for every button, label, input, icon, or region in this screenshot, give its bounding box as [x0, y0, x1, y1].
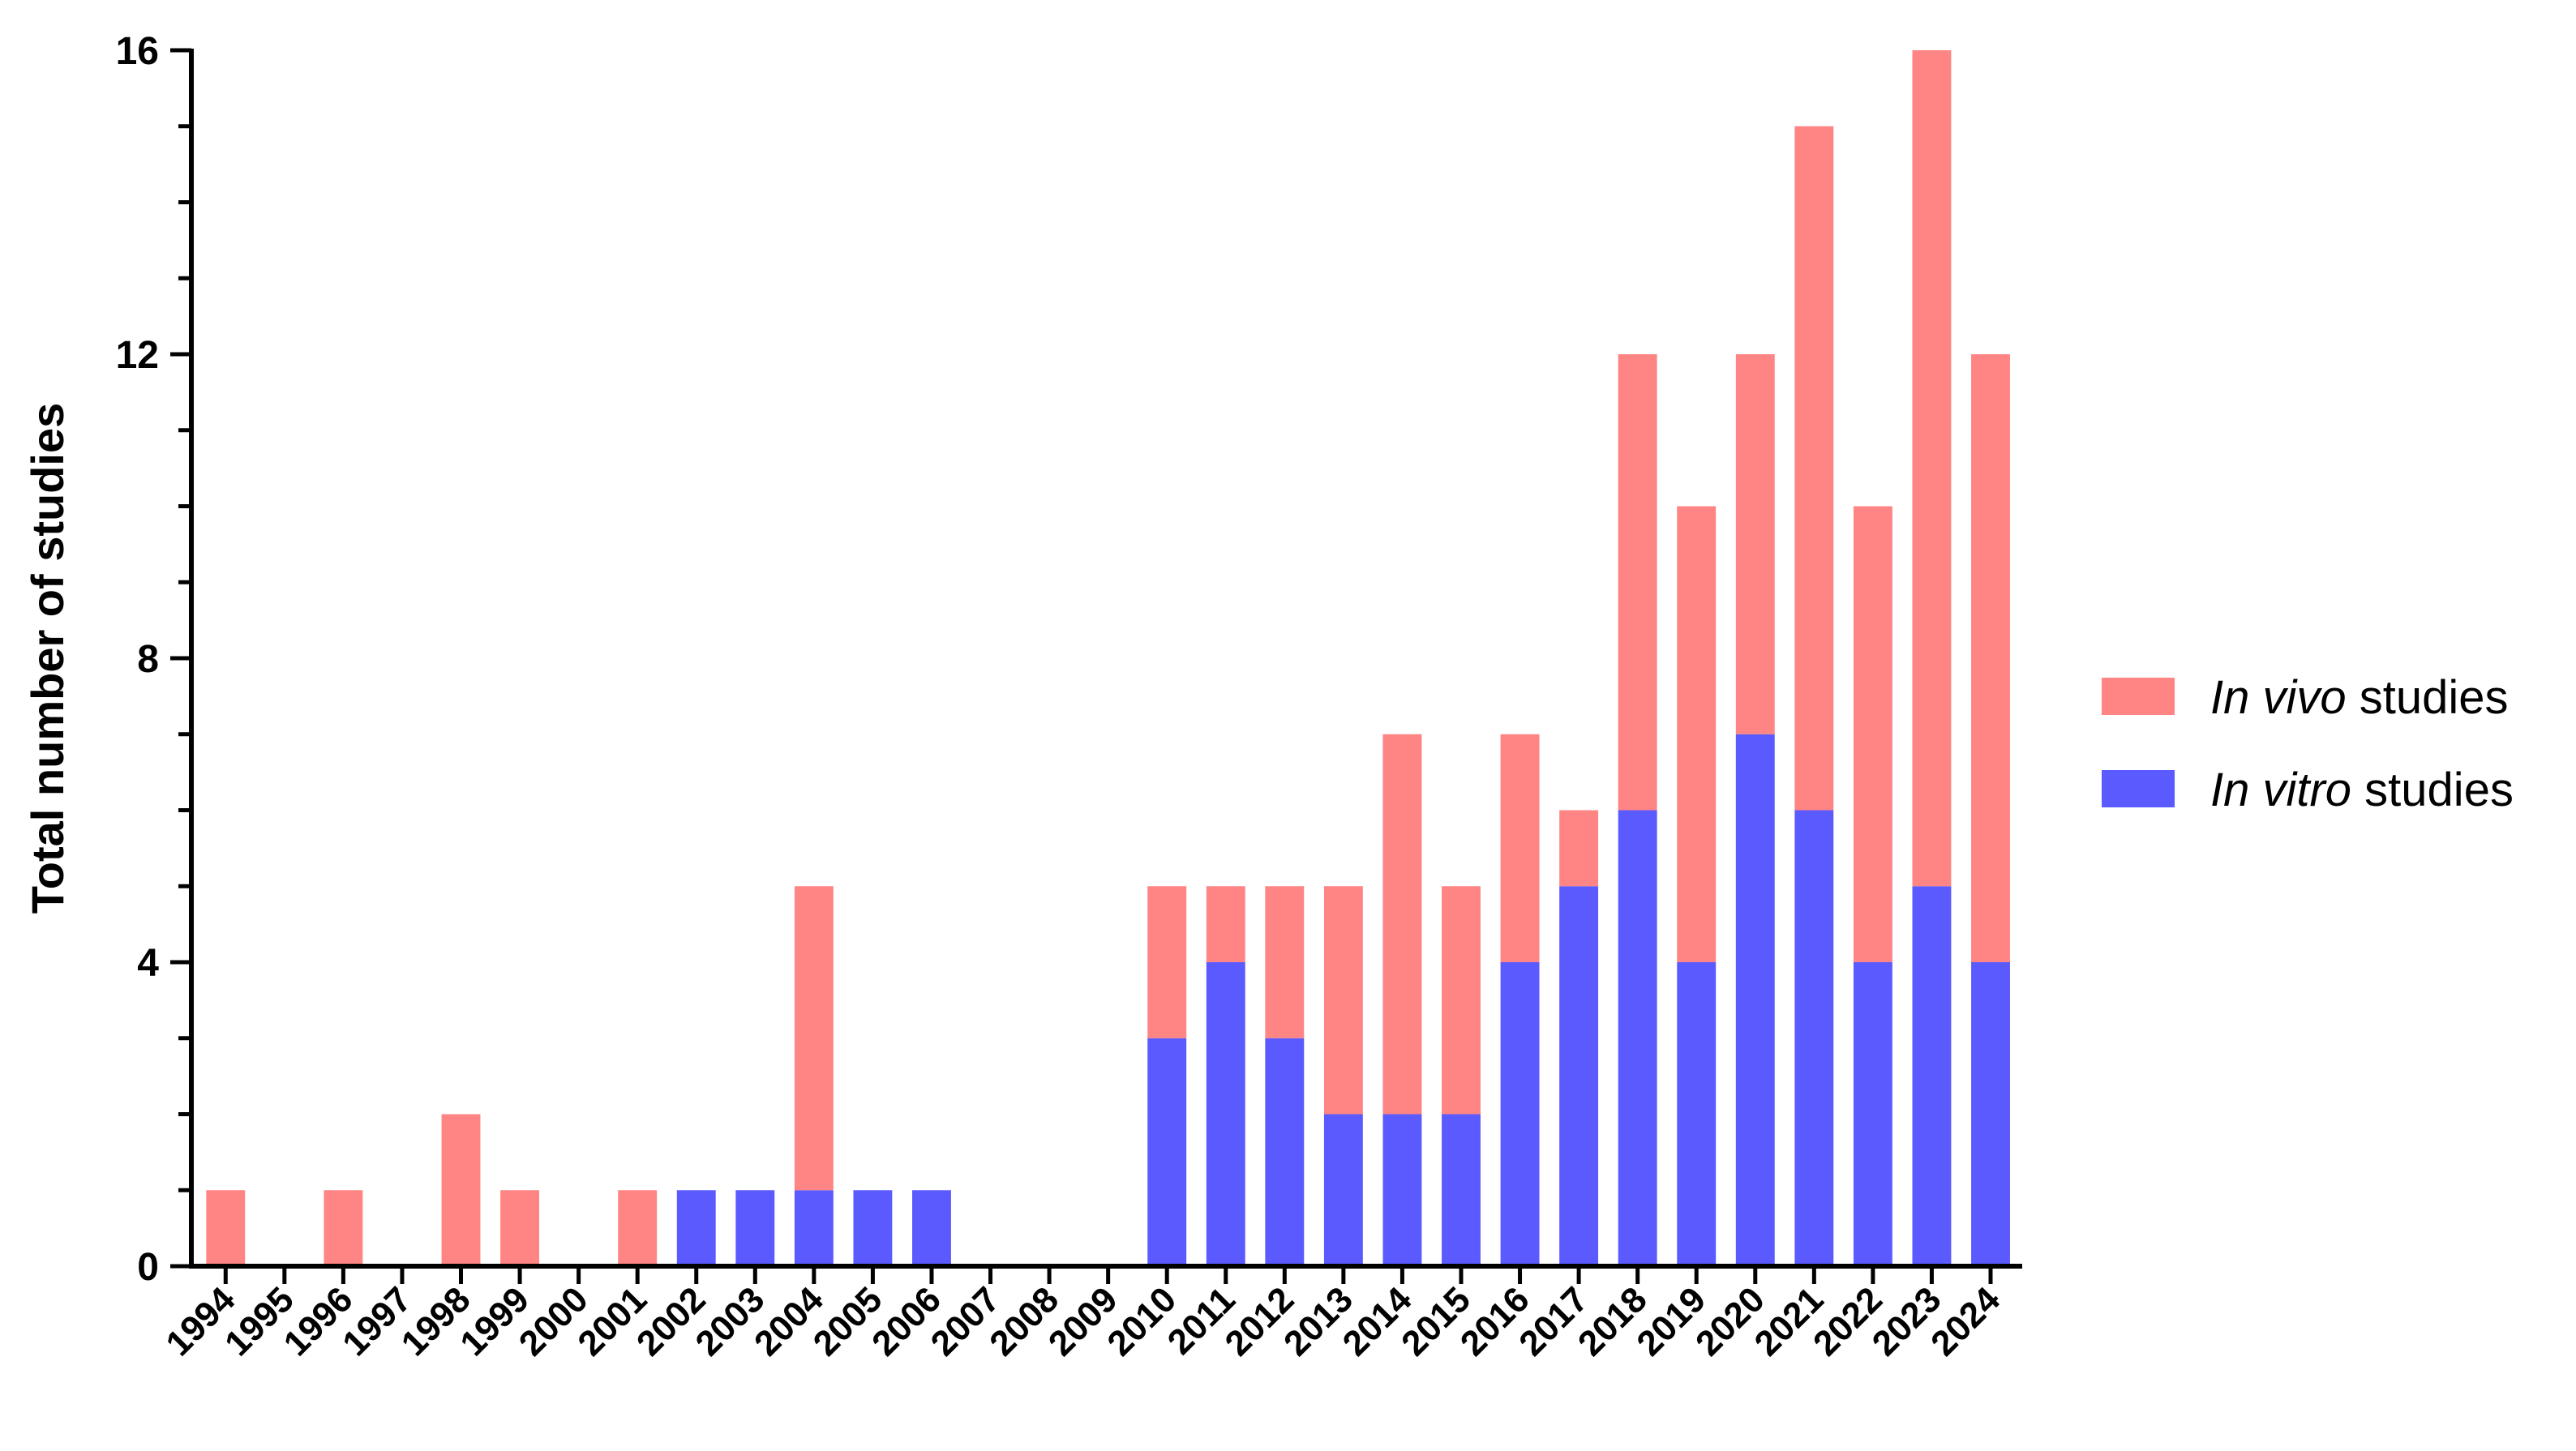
x-tick-label-2014: 2014: [1335, 1279, 1420, 1363]
x-tick-label-2022: 2022: [1806, 1279, 1890, 1363]
bar-in-vivo-1998: [441, 1114, 481, 1266]
legend-label-rest: studies: [2347, 671, 2509, 724]
bars-layer: [206, 50, 2010, 1266]
x-tick-label-1998: 1998: [394, 1279, 478, 1363]
bar-in-vivo-2021: [1794, 126, 1834, 811]
bar-in-vivo-1994: [206, 1190, 246, 1266]
x-tick-label-2010: 2010: [1099, 1279, 1184, 1363]
legend-swatch-in-vitro-studies: [2102, 770, 2175, 807]
y-tick-label: 16: [116, 30, 159, 73]
x-tick-label-2021: 2021: [1747, 1279, 1832, 1363]
y-tick-label: 8: [137, 638, 159, 681]
bar-in-vitro-2023: [1912, 886, 1952, 1266]
bar-in-vitro-2011: [1206, 962, 1245, 1266]
bar-in-vitro-2012: [1265, 1038, 1305, 1266]
y-axis-title: Total number of studies: [22, 403, 73, 914]
x-tick-label-2024: 2024: [1923, 1279, 2008, 1363]
y-tick-label: 12: [116, 334, 159, 377]
x-tick-label-2023: 2023: [1865, 1279, 1949, 1363]
x-tick-label-1999: 1999: [452, 1279, 537, 1363]
y-tick-label: 4: [137, 942, 159, 985]
x-tick-label-2019: 2019: [1629, 1279, 1713, 1363]
bar-in-vivo-2010: [1147, 886, 1187, 1038]
bar-in-vitro-2020: [1735, 734, 1775, 1266]
bar-in-vitro-2016: [1500, 962, 1540, 1266]
x-tick-label-1997: 1997: [335, 1279, 419, 1363]
bar-in-vivo-2023: [1912, 50, 1952, 887]
x-tick-label-2020: 2020: [1688, 1279, 1772, 1363]
legend-label-rest: studies: [2351, 764, 2514, 816]
bar-in-vivo-2004: [794, 886, 834, 1191]
x-tick-label-2011: 2011: [1160, 1279, 1243, 1362]
bar-in-vitro-2013: [1323, 1114, 1363, 1266]
legend-label-in-vitro-studies: In vitro studies: [2210, 764, 2514, 816]
x-tick-label-2013: 2013: [1276, 1279, 1361, 1363]
bar-in-vitro-2021: [1794, 810, 1834, 1266]
bar-in-vitro-2017: [1559, 886, 1599, 1266]
bar-in-vivo-1996: [324, 1190, 363, 1266]
bar-in-vitro-2022: [1853, 962, 1892, 1266]
bar-in-vitro-2015: [1442, 1114, 1481, 1266]
x-tick-label-2007: 2007: [924, 1279, 1008, 1363]
y-axis: 0 4 8 12 16: [116, 30, 194, 1289]
bar-in-vitro-2006: [912, 1190, 951, 1266]
x-tick-label-2003: 2003: [688, 1279, 773, 1363]
bar-in-vivo-2020: [1735, 354, 1775, 734]
bar-in-vitro-2024: [1971, 962, 2010, 1266]
x-tick-label-2006: 2006: [864, 1279, 949, 1363]
bar-in-vitro-2014: [1382, 1114, 1422, 1266]
bar-in-vivo-2016: [1500, 734, 1540, 962]
bar-in-vitro-2002: [676, 1190, 716, 1266]
bar-in-vitro-2004: [794, 1190, 834, 1266]
bar-in-vivo-2017: [1559, 810, 1599, 887]
bar-in-vivo-2011: [1206, 886, 1245, 962]
bar-in-vivo-2015: [1442, 886, 1481, 1115]
legend-label-italic: In vitro: [2210, 764, 2351, 816]
bar-in-vivo-2019: [1677, 506, 1717, 962]
bar-in-vivo-2022: [1853, 506, 1892, 962]
x-tick-label-2015: 2015: [1394, 1279, 1478, 1363]
bar-in-vitro-2003: [735, 1190, 775, 1266]
x-tick-label-2001: 2001: [570, 1279, 654, 1363]
bar-in-vivo-2018: [1618, 354, 1657, 811]
bar-in-vivo-2014: [1382, 734, 1422, 1115]
x-tick-label-1996: 1996: [276, 1279, 361, 1363]
bar-in-vitro-2018: [1618, 810, 1657, 1266]
legend-label-in-vivo-studies: In vivo studies: [2210, 671, 2509, 724]
bar-in-vivo-2024: [1971, 354, 2010, 962]
x-tick-label-2017: 2017: [1511, 1279, 1596, 1363]
bar-in-vitro-2010: [1147, 1038, 1187, 1266]
x-tick-label-2005: 2005: [806, 1279, 890, 1363]
legend-label-italic: In vivo: [2210, 671, 2347, 724]
bar-in-vivo-1999: [500, 1190, 540, 1266]
bar-in-vitro-2005: [853, 1190, 893, 1266]
bar-in-vivo-2001: [618, 1190, 658, 1266]
bar-in-vivo-2013: [1323, 886, 1363, 1115]
x-tick-label-1994: 1994: [158, 1279, 242, 1363]
x-tick-label-2004: 2004: [747, 1279, 831, 1363]
bar-in-vitro-2019: [1677, 962, 1717, 1266]
x-axis: 1994199519961997199819992000200120022003…: [158, 1264, 2022, 1363]
x-tick-label-2018: 2018: [1571, 1279, 1655, 1363]
x-tick-label-2012: 2012: [1218, 1279, 1302, 1363]
x-tick-label-2009: 2009: [1041, 1279, 1125, 1363]
legend-swatch-in-vivo-studies: [2102, 678, 2175, 715]
x-tick-label-2000: 2000: [512, 1279, 596, 1363]
x-tick-label-1995: 1995: [217, 1279, 302, 1363]
x-tick-label-2008: 2008: [982, 1279, 1066, 1363]
x-tick-label-2002: 2002: [629, 1279, 714, 1363]
x-tick-label-2016: 2016: [1453, 1279, 1537, 1363]
y-tick-label: 0: [137, 1246, 159, 1289]
bar-in-vivo-2012: [1265, 886, 1305, 1038]
